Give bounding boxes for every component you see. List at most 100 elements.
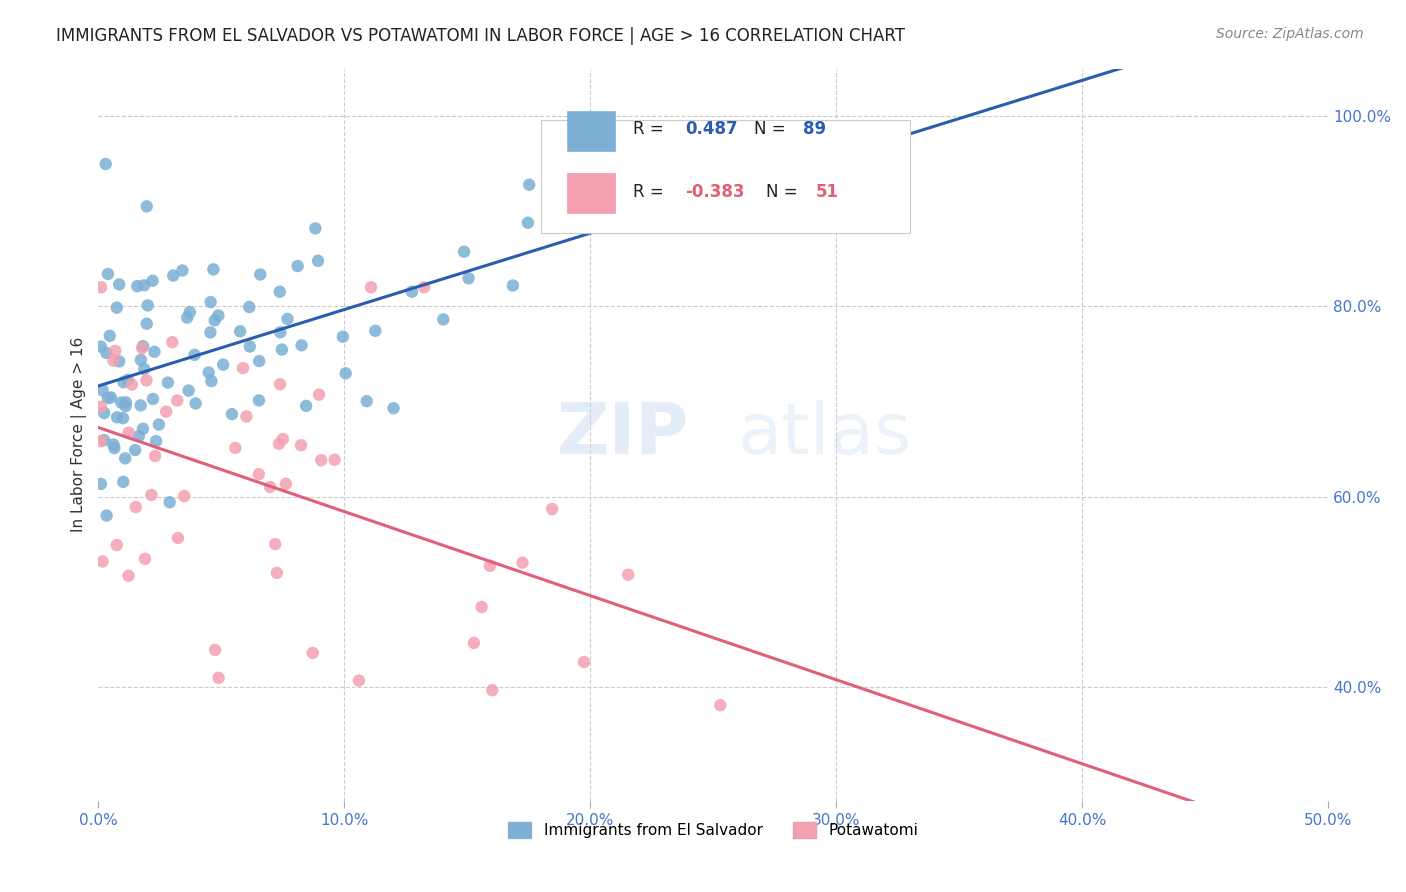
Potawatomi [90,400,112,414]
Immigrants from El Salvador [142,392,165,406]
Potawatomi [360,280,382,294]
Immigrants from El Salvador [401,285,423,299]
Potawatomi [309,453,332,467]
Immigrants from El Salvador [142,274,165,288]
Immigrants from El Salvador [134,362,156,376]
Immigrants from El Salvador [304,221,326,235]
Potawatomi [173,489,195,503]
Immigrants from El Salvador [98,328,121,343]
Immigrants from El Salvador [135,199,157,213]
Potawatomi [541,502,564,516]
Immigrants from El Salvador [457,271,479,285]
Immigrants from El Salvador [127,279,149,293]
Text: 0.487: 0.487 [685,120,738,138]
Immigrants from El Salvador [238,300,260,314]
Potawatomi [266,566,288,580]
Immigrants from El Salvador [287,259,309,273]
Immigrants from El Salvador [103,437,125,451]
Immigrants from El Salvador [162,268,184,283]
Immigrants from El Salvador [307,253,329,268]
Potawatomi [162,335,184,350]
Immigrants from El Salvador [110,395,132,409]
Potawatomi [709,698,731,713]
Text: -0.383: -0.383 [685,183,744,201]
Immigrants from El Salvador [269,325,291,339]
Immigrants from El Salvador [269,285,291,299]
Potawatomi [117,568,139,582]
Potawatomi [301,646,323,660]
Immigrants from El Salvador [112,475,135,489]
Immigrants from El Salvador [432,312,454,326]
Text: R =: R = [633,120,669,138]
Potawatomi [478,558,501,573]
Immigrants from El Salvador [364,324,387,338]
Potawatomi [267,436,290,450]
Immigrants from El Salvador [112,411,135,425]
Immigrants from El Salvador [114,399,136,413]
Immigrants from El Salvador [97,267,120,281]
Immigrants from El Salvador [156,376,179,390]
Potawatomi [103,353,125,368]
Immigrants from El Salvador [114,395,136,409]
Text: ZIP: ZIP [557,401,689,469]
FancyBboxPatch shape [541,120,910,234]
Potawatomi [131,341,153,355]
Potawatomi [90,434,112,449]
Immigrants from El Salvador [202,262,225,277]
Immigrants from El Salvador [103,441,125,455]
Immigrants from El Salvador [96,346,118,360]
Immigrants from El Salvador [145,434,167,449]
Immigrants from El Salvador [212,358,235,372]
FancyBboxPatch shape [567,111,614,151]
Potawatomi [481,683,503,698]
Immigrants from El Salvador [128,429,150,443]
Potawatomi [617,567,640,582]
Immigrants from El Salvador [132,422,155,436]
Potawatomi [308,387,330,401]
Immigrants from El Salvador [129,352,152,367]
Immigrants from El Salvador [134,278,156,293]
Immigrants from El Salvador [117,373,139,387]
Immigrants from El Salvador [453,244,475,259]
Text: N =: N = [754,120,790,138]
Potawatomi [143,449,166,463]
Potawatomi [224,441,246,455]
FancyBboxPatch shape [567,173,614,213]
Potawatomi [512,556,534,570]
Potawatomi [347,673,370,688]
Potawatomi [104,343,127,358]
Immigrants from El Salvador [108,354,131,368]
Immigrants from El Salvador [105,410,128,425]
Immigrants from El Salvador [114,451,136,466]
Immigrants from El Salvador [517,178,540,192]
Potawatomi [166,393,188,408]
Potawatomi [235,409,257,424]
Immigrants from El Salvador [290,338,312,352]
Potawatomi [91,554,114,568]
Immigrants from El Salvador [197,366,219,380]
Potawatomi [207,671,229,685]
Immigrants from El Salvador [97,391,120,405]
Immigrants from El Salvador [112,375,135,389]
Immigrants from El Salvador [229,324,252,338]
Immigrants from El Salvador [516,216,538,230]
Immigrants from El Salvador [172,263,194,277]
Potawatomi [121,377,143,392]
Potawatomi [259,480,281,494]
Immigrants from El Salvador [207,309,229,323]
Potawatomi [247,467,270,482]
Text: 51: 51 [815,183,838,201]
Immigrants from El Salvador [183,348,205,362]
Immigrants from El Salvador [335,367,357,381]
Potawatomi [141,488,163,502]
Immigrants from El Salvador [332,329,354,343]
Potawatomi [167,531,190,545]
Immigrants from El Salvador [143,344,166,359]
Immigrants from El Salvador [159,495,181,509]
Immigrants from El Salvador [91,384,114,398]
Immigrants from El Salvador [136,298,159,312]
Text: Source: ZipAtlas.com: Source: ZipAtlas.com [1216,27,1364,41]
Potawatomi [134,551,156,566]
Immigrants from El Salvador [200,326,222,340]
Immigrants from El Salvador [276,312,298,326]
